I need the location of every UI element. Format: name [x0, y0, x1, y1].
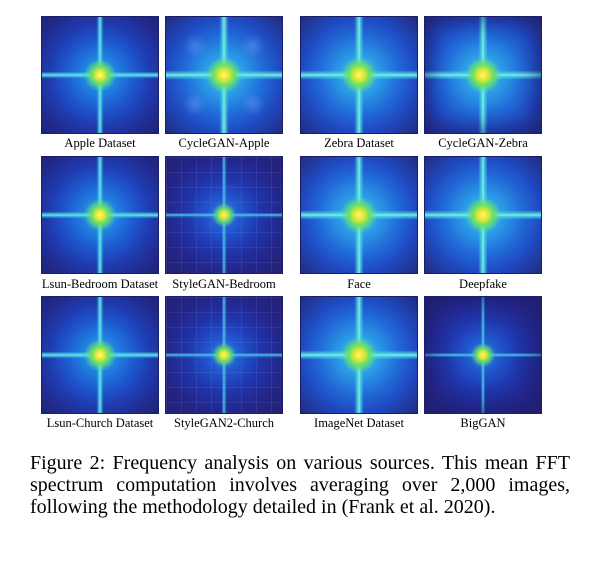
panel-label: Zebra Dataset	[324, 136, 394, 150]
figure-caption: Figure 2: Frequency analysis on various …	[30, 452, 570, 518]
panel-label: BigGAN	[460, 416, 506, 430]
panel-label: StyleGAN-Bedroom	[172, 277, 276, 291]
panel-label: Deepfake	[459, 277, 507, 291]
fft-image-stylegan2-church	[165, 296, 283, 414]
fft-image-lsun-church-dataset	[41, 296, 159, 414]
fft-image-stylegan-bedroom	[165, 156, 283, 274]
panel-label: Face	[347, 277, 371, 291]
fft-image-cyclegan-zebra	[424, 16, 542, 134]
panel-label: Lsun-Bedroom Dataset	[41, 277, 159, 291]
panel-label: CycleGAN-Apple	[178, 136, 270, 150]
panel-label: CycleGAN-Zebra	[438, 136, 528, 150]
panel-label: ImageNet Dataset	[314, 416, 404, 430]
fft-image-apple-dataset	[41, 16, 159, 134]
fft-image-imagenet-dataset	[300, 296, 418, 414]
fft-image-face	[300, 156, 418, 274]
panel-label: StyleGAN2-Church	[174, 416, 274, 430]
fft-image-biggan	[424, 296, 542, 414]
fft-image-deepfake	[424, 156, 542, 274]
fft-image-zebra-dataset	[300, 16, 418, 134]
fft-image-lsun-bedroom-dataset	[41, 156, 159, 274]
panel-label: Lsun-Church Dataset	[46, 416, 154, 430]
fft-image-cyclegan-apple	[165, 16, 283, 134]
fft-spectrum-grid: Apple Dataset CycleGAN-Apple Zebra Datas…	[41, 16, 542, 430]
panel-label: Apple Dataset	[64, 136, 136, 150]
